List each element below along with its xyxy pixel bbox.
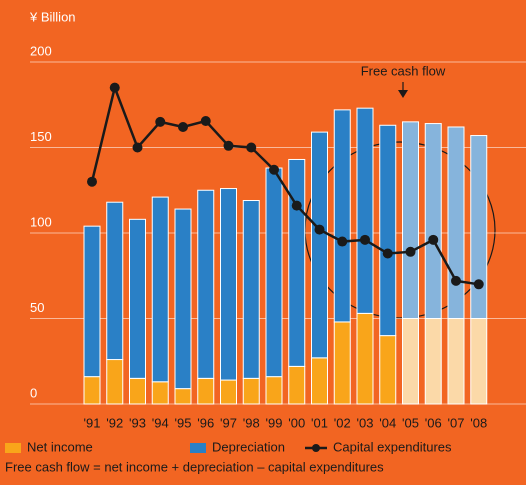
- y-tick-label: 150: [30, 129, 52, 144]
- line-point: [109, 82, 120, 93]
- bar: [356, 107, 374, 314]
- x-tick-label: '91: [84, 415, 101, 430]
- bar: [333, 321, 351, 405]
- bar: [447, 126, 465, 320]
- x-tick-label: '05: [402, 415, 419, 430]
- bar: [174, 388, 192, 405]
- bar: [265, 376, 283, 405]
- bar: [379, 335, 397, 405]
- line-point: [428, 234, 439, 245]
- bar: [242, 200, 260, 379]
- bar: [424, 123, 442, 319]
- line-point: [382, 248, 393, 259]
- x-tick-label: '01: [311, 415, 328, 430]
- bar: [288, 365, 306, 405]
- highlight-ellipse: [304, 141, 496, 319]
- bar: [220, 188, 237, 381]
- x-tick-label: '94: [152, 415, 169, 430]
- line-point: [155, 116, 166, 127]
- line-point: [269, 164, 279, 175]
- legend-point: [312, 444, 320, 452]
- x-tick-label: '96: [197, 415, 214, 430]
- y-tick-label: 200: [30, 43, 52, 58]
- line-point: [405, 246, 416, 257]
- x-tick-label: '07: [448, 415, 465, 430]
- legend-label: Depreciation: [212, 439, 285, 454]
- line-point: [200, 115, 211, 126]
- bar: [197, 189, 215, 379]
- x-tick-label: '93: [129, 415, 146, 430]
- bar: [402, 318, 419, 405]
- line-point: [451, 275, 461, 286]
- line-point: [337, 236, 348, 247]
- bar: [220, 379, 237, 405]
- x-tick-label: '02: [334, 415, 351, 430]
- bar: [83, 225, 101, 378]
- annotation: Free cash flow: [361, 63, 446, 78]
- annotation-arrowhead: [398, 90, 408, 98]
- bar: [265, 167, 283, 378]
- bar: [83, 376, 101, 405]
- bar: [129, 218, 146, 379]
- x-tick-label: '04: [379, 415, 396, 430]
- x-tick-label: '98: [243, 415, 260, 430]
- x-tick-label: '03: [357, 415, 374, 430]
- bar: [174, 208, 192, 390]
- y-tick-label: 0: [30, 385, 37, 400]
- bar: [242, 377, 260, 405]
- x-tick-label: '06: [425, 415, 442, 430]
- bar: [333, 109, 351, 323]
- bar: [447, 318, 465, 405]
- legend-label: Capital expenditures: [333, 439, 452, 454]
- line-point: [291, 200, 302, 211]
- line-point: [473, 279, 484, 290]
- x-tick-label: '92: [106, 415, 123, 430]
- x-tick-label: '97: [220, 415, 237, 430]
- y-tick-label: 100: [30, 214, 52, 229]
- bar: [106, 201, 124, 361]
- x-tick-label: '08: [470, 415, 487, 430]
- bar: [311, 131, 328, 359]
- x-tick-label: '00: [288, 415, 305, 430]
- bar: [288, 158, 306, 367]
- bar: [424, 318, 442, 405]
- legend-swatch: [190, 443, 206, 453]
- line-point: [132, 142, 143, 153]
- line-point: [223, 140, 234, 151]
- bar: [356, 312, 374, 405]
- x-tick-label: '99: [266, 415, 283, 430]
- line-point: [178, 121, 188, 132]
- line-point: [87, 176, 97, 187]
- bar: [151, 381, 169, 405]
- footnote: Free cash flow = net income + depreciati…: [5, 459, 384, 474]
- bar: [470, 318, 488, 405]
- legend-label: Net income: [27, 439, 93, 454]
- bar: [379, 124, 397, 337]
- x-tick-label: '95: [175, 415, 192, 430]
- line-point: [360, 234, 370, 245]
- y-tick-label: 50: [30, 300, 44, 315]
- legend-swatch: [5, 443, 21, 453]
- line: [90, 83, 479, 286]
- line-point: [314, 224, 325, 235]
- bar: [106, 359, 124, 405]
- bar: [151, 196, 169, 383]
- bar: [311, 357, 328, 405]
- bar: [470, 135, 488, 319]
- bar: [402, 121, 419, 319]
- y-axis-label: ¥ Billion: [29, 9, 76, 24]
- bar: [197, 377, 215, 405]
- bar: [129, 377, 146, 405]
- line-point: [246, 142, 257, 153]
